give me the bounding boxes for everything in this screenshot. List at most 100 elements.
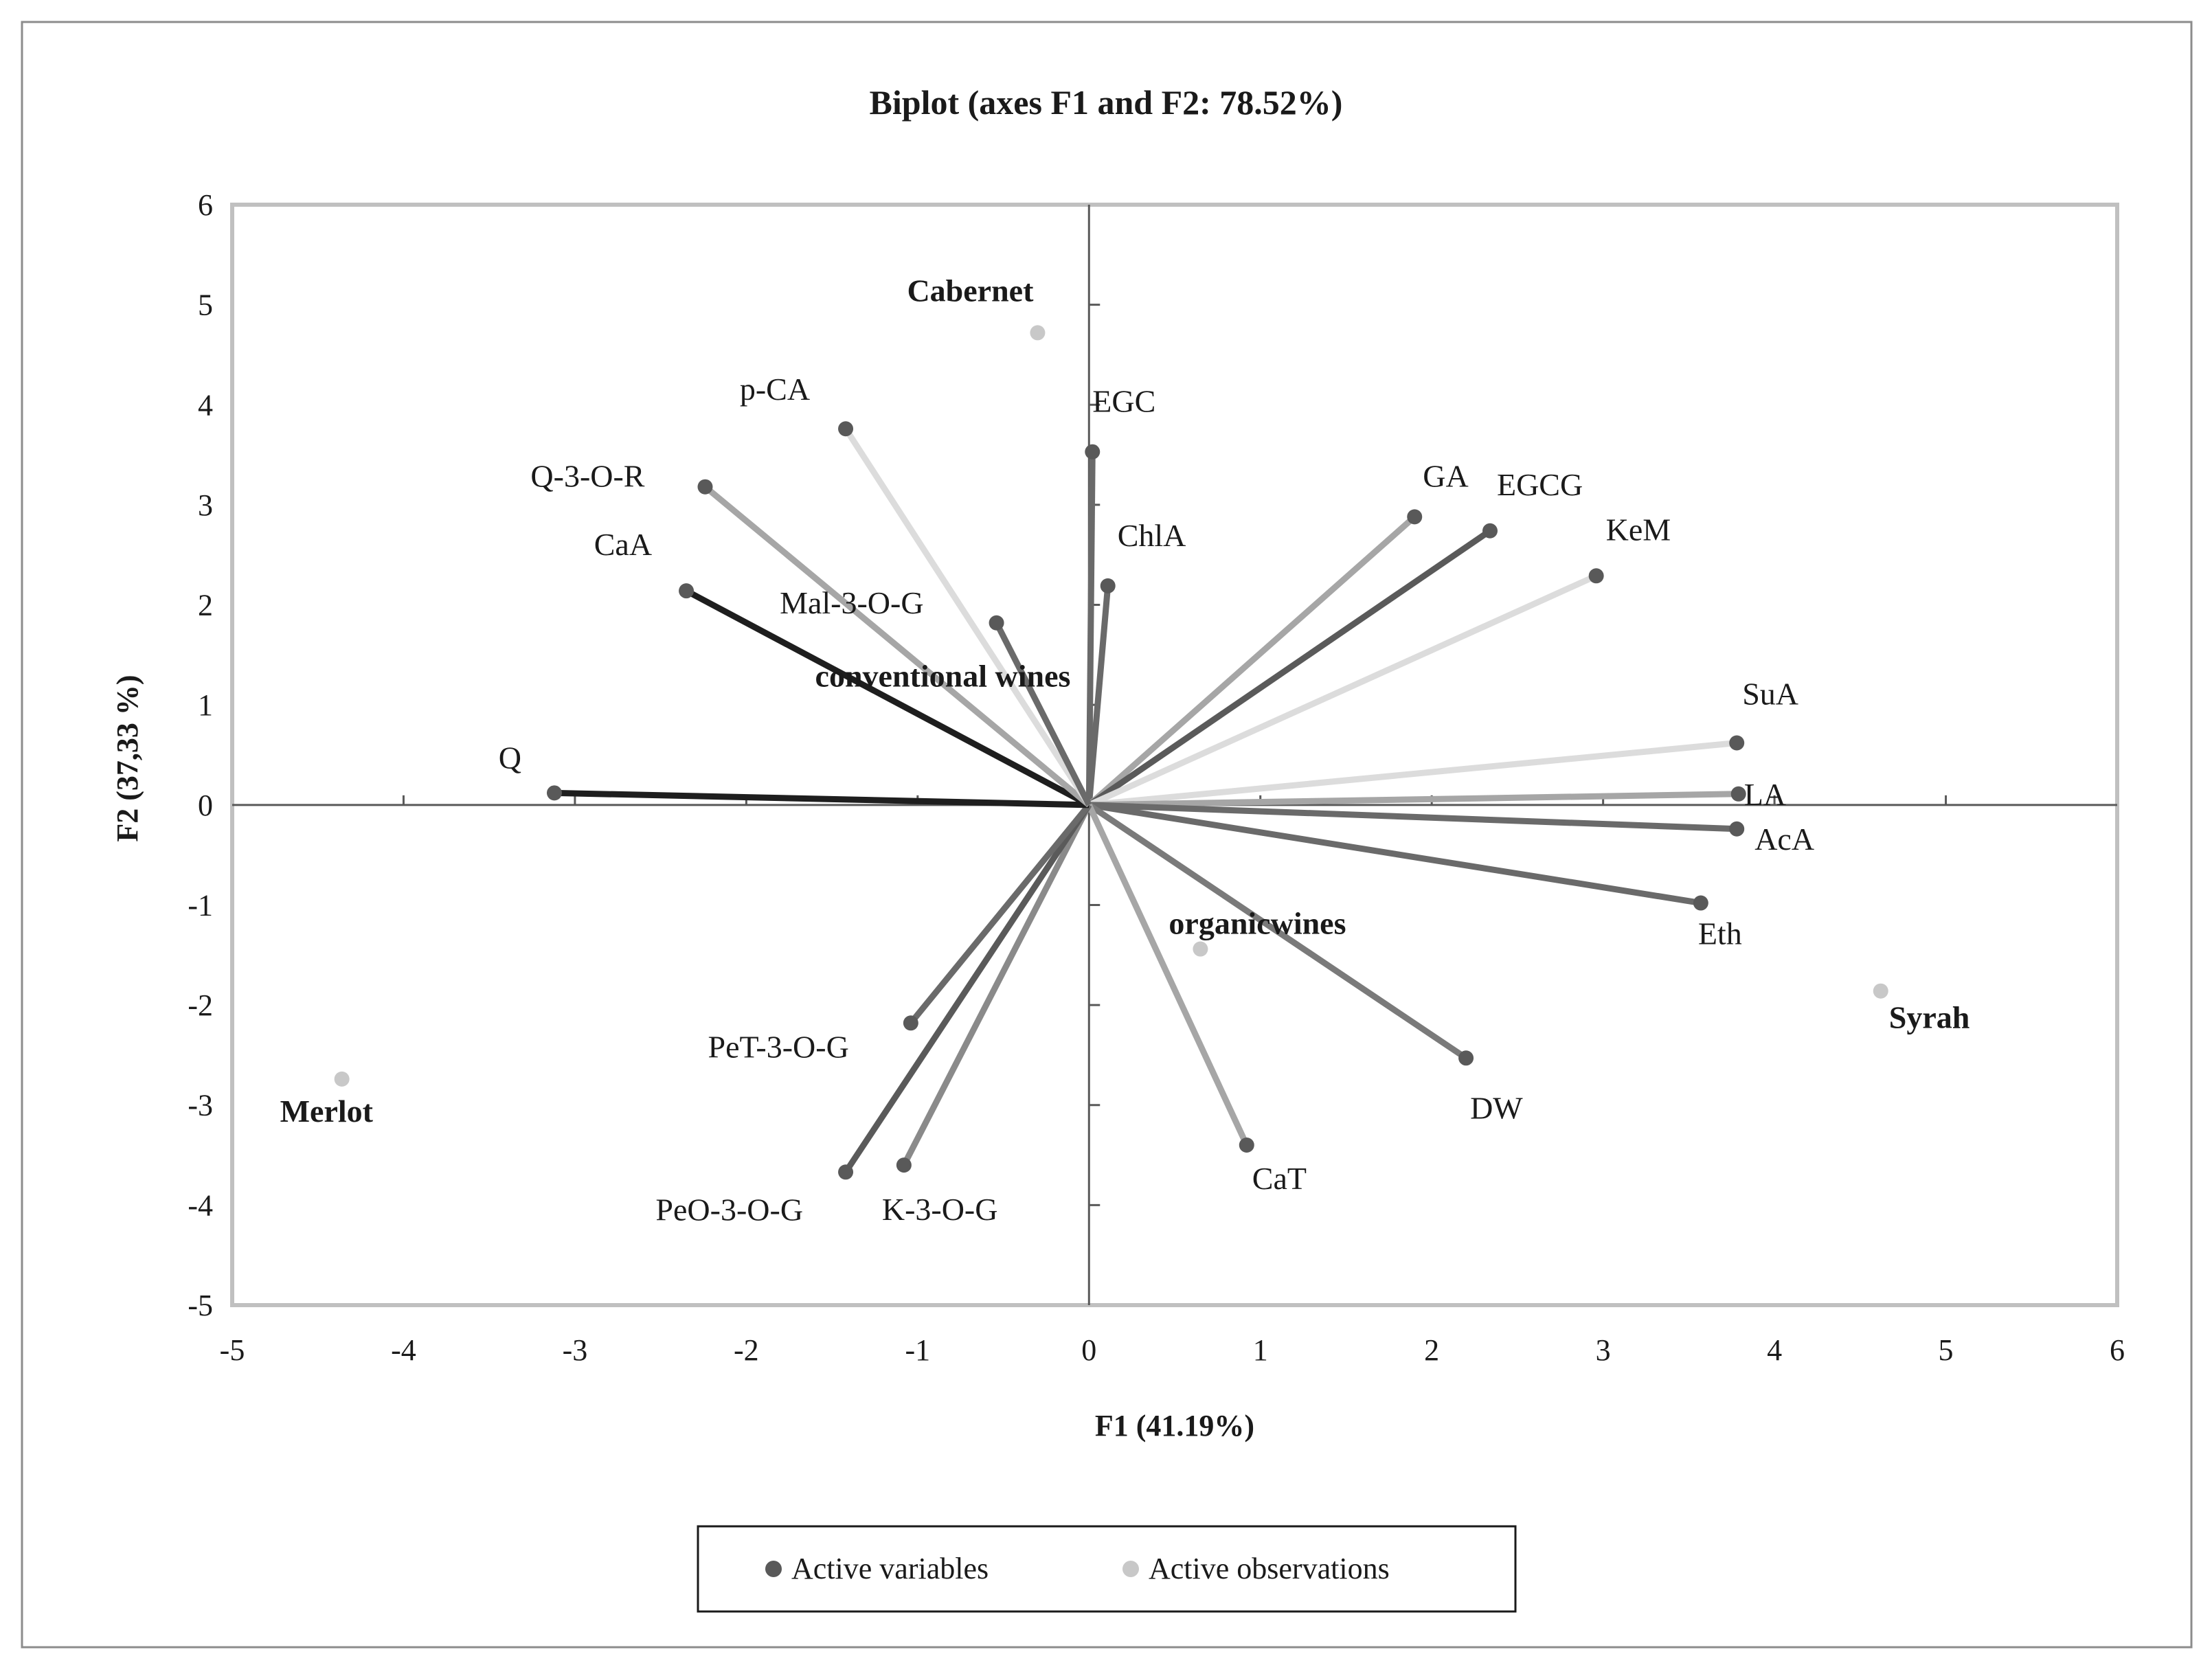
vector-chla [1085, 585, 1111, 806]
variable-point-q [546, 785, 562, 801]
variable-label-p-ca: p-CA [740, 372, 810, 407]
legend: Active variables Active observations [697, 1525, 1517, 1613]
x-tick-label: 0 [1081, 1333, 1096, 1367]
variable-point-egcg [1482, 523, 1498, 539]
observation-label-merlot: Merlot [280, 1094, 374, 1129]
variable-label-dw: DW [1470, 1090, 1523, 1125]
vector-aca [1089, 802, 1737, 833]
variable-point-egc [1085, 444, 1101, 460]
variable-label-egcg: EGCG [1497, 467, 1583, 502]
observation-point-cabernet [1030, 325, 1046, 341]
observation-point-merlot [334, 1071, 350, 1087]
vector-k-3-o-g [901, 803, 1092, 1167]
variable-label-sua: SuA [1742, 677, 1798, 712]
variable-label-mal-3-o-g: Mal-3-O-G [780, 585, 924, 620]
variable-point-chla [1100, 578, 1116, 593]
variable-label-egc: EGC [1092, 384, 1155, 419]
y-axis-title: F2 (37,33 %) [111, 675, 144, 841]
variable-point-mal-3-o-g [989, 615, 1004, 631]
variable-label-peo-3-o-g: PeO-3-O-G [655, 1192, 803, 1227]
variable-label-q: Q [499, 740, 521, 775]
observation-layer [334, 325, 1888, 1087]
vector-eth [1088, 802, 1702, 906]
y-tick-label: 5 [198, 289, 213, 322]
vector-sua [1088, 740, 1737, 808]
plot-frame [230, 203, 2119, 1307]
legend-marker-variables [765, 1561, 782, 1577]
x-tick-label: -4 [391, 1333, 416, 1367]
chart-title: Biplot (axes F1 and F2: 78.52%) [870, 83, 1343, 122]
vector-egc [1085, 451, 1096, 805]
vector-layer [546, 421, 1746, 1180]
variable-label-ga: GA [1423, 458, 1468, 493]
y-tick-label: -5 [188, 1289, 213, 1322]
vector-cat [1086, 803, 1250, 1146]
vector-caa [684, 588, 1091, 808]
vector-p-ca [843, 427, 1092, 807]
y-tick-label: 3 [198, 488, 213, 522]
variable-label-cat: CaT [1252, 1161, 1307, 1196]
x-axis-title: F1 (41.19%) [1095, 1409, 1254, 1443]
variable-point-k-3-o-g [896, 1157, 912, 1173]
x-tick-label: 1 [1253, 1333, 1268, 1367]
variable-label-eth: Eth [1698, 916, 1742, 951]
y-tick-label: 2 [198, 589, 213, 622]
observation-label-cabernet: Cabernet [907, 273, 1034, 308]
x-tick-label: 4 [1767, 1333, 1782, 1367]
y-tick-label: -3 [188, 1089, 213, 1122]
observation-label-conventional-wines: conventional wines [815, 658, 1071, 693]
variable-label-q-3-o-r: Q-3-O-R [530, 459, 644, 494]
y-tick-label: 4 [198, 388, 213, 422]
variable-point-kem [1588, 568, 1604, 584]
variable-point-p-ca [838, 421, 854, 437]
x-tick-label: 2 [1424, 1333, 1439, 1367]
x-tick-label: -1 [905, 1333, 930, 1367]
vector-kem [1087, 573, 1598, 808]
variable-label-la: LA [1744, 777, 1786, 812]
variable-point-sua [1729, 735, 1745, 751]
vector-egcg [1087, 528, 1492, 808]
variable-label-kem: KeM [1606, 512, 1671, 547]
observation-point-syrah [1873, 983, 1888, 999]
observation-point-organicwines [1193, 941, 1208, 957]
legend-marker-observations [1122, 1561, 1139, 1577]
variable-point-pet-3-o-g [903, 1015, 918, 1031]
vector-ga [1087, 514, 1417, 808]
variable-point-caa [679, 583, 695, 599]
variable-point-eth [1693, 895, 1708, 911]
variable-label-caa: CaA [594, 527, 652, 562]
variable-point-la [1730, 786, 1746, 802]
x-tick-label: 5 [1939, 1333, 1954, 1367]
variable-label-pet-3-o-g: PeT-3-O-G [708, 1029, 849, 1064]
y-tick-label: -2 [188, 988, 213, 1022]
variable-label-chla: ChlA [1118, 518, 1186, 553]
vector-q [554, 789, 1090, 808]
y-tick-label: 6 [198, 188, 213, 222]
legend-box [697, 1525, 1517, 1613]
x-tick-label: -3 [563, 1333, 588, 1367]
observation-label-syrah: Syrah [1889, 1000, 1970, 1035]
vector-pet-3-o-g [908, 802, 1092, 1026]
variable-point-aca [1729, 821, 1745, 837]
variable-point-ga [1407, 509, 1423, 525]
variable-point-q-3-o-r [697, 479, 713, 495]
y-tick-label: -1 [188, 888, 213, 922]
variable-point-peo-3-o-g [838, 1164, 854, 1180]
variable-point-dw [1458, 1050, 1474, 1066]
x-tick-label: -2 [734, 1333, 759, 1367]
variable-label-k-3-o-g: K-3-O-G [882, 1192, 998, 1227]
y-tick-label: -4 [188, 1188, 213, 1222]
vector-dw [1087, 802, 1468, 1061]
variable-point-cat [1239, 1137, 1254, 1153]
label-layer: EGC ChlA GA EGCG KeM SuA LA AcA Eth DW CaT K-3-O-G P… [280, 273, 1970, 1227]
vector-q-3-o-r [703, 484, 1092, 808]
y-tick-label: 0 [198, 789, 213, 822]
vector-la [1089, 791, 1739, 808]
observation-label-organicwines: organicwines [1169, 906, 1346, 941]
vector-peo-3-o-g [843, 803, 1092, 1174]
legend-label-observations: Active observations [1149, 1552, 1390, 1585]
legend-label-variables: Active variables [791, 1552, 989, 1585]
x-tick-label: 3 [1596, 1333, 1611, 1367]
variable-label-aca: AcA [1754, 822, 1814, 857]
x-tick-label: 6 [2110, 1333, 2125, 1367]
